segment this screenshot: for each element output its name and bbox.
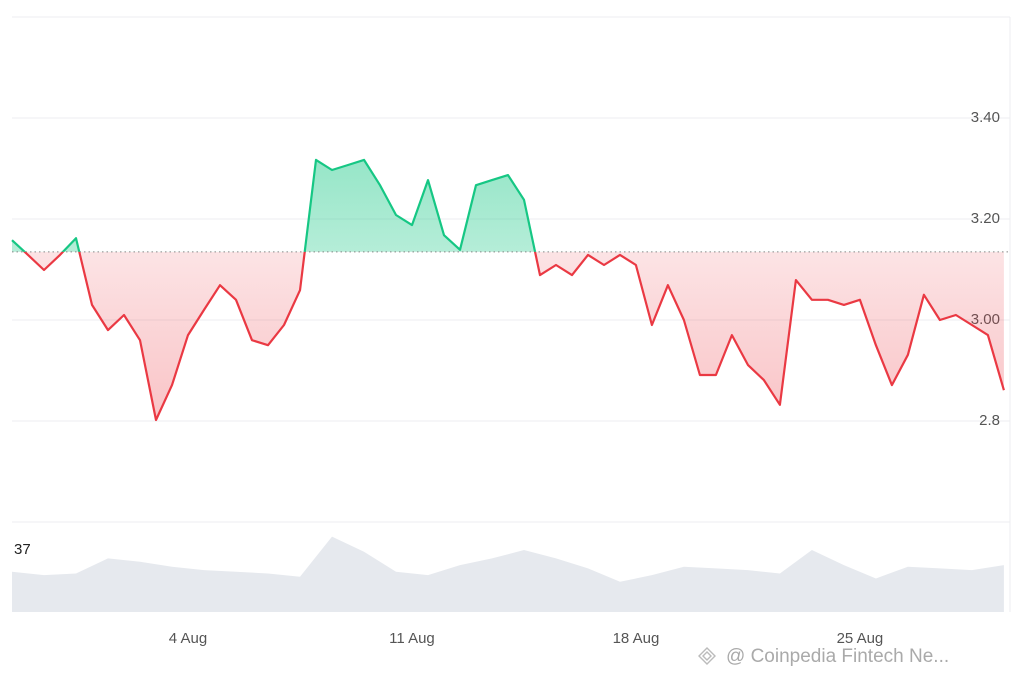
volume-area xyxy=(12,536,1004,612)
watermark-text: @ Coinpedia Fintech Ne... xyxy=(726,646,949,667)
x-tick-label: 11 Aug xyxy=(389,630,435,647)
x-tick-label: 4 Aug xyxy=(169,630,207,647)
x-tick-label: 25 Aug xyxy=(837,630,884,647)
watermark: @ Coinpedia Fintech Ne... xyxy=(698,646,949,667)
area-down xyxy=(12,251,1004,420)
price-line-down xyxy=(23,251,1005,422)
x-tick-label: 18 Aug xyxy=(613,630,660,647)
price-line-up xyxy=(11,158,537,252)
y-tick-label: 3.40 xyxy=(971,109,1000,126)
y-tick-label: 2.8 xyxy=(979,412,1000,429)
y-tick-label: 3.20 xyxy=(971,210,1000,227)
volume-tick-label: 37 xyxy=(14,541,31,558)
area-up xyxy=(12,159,536,252)
